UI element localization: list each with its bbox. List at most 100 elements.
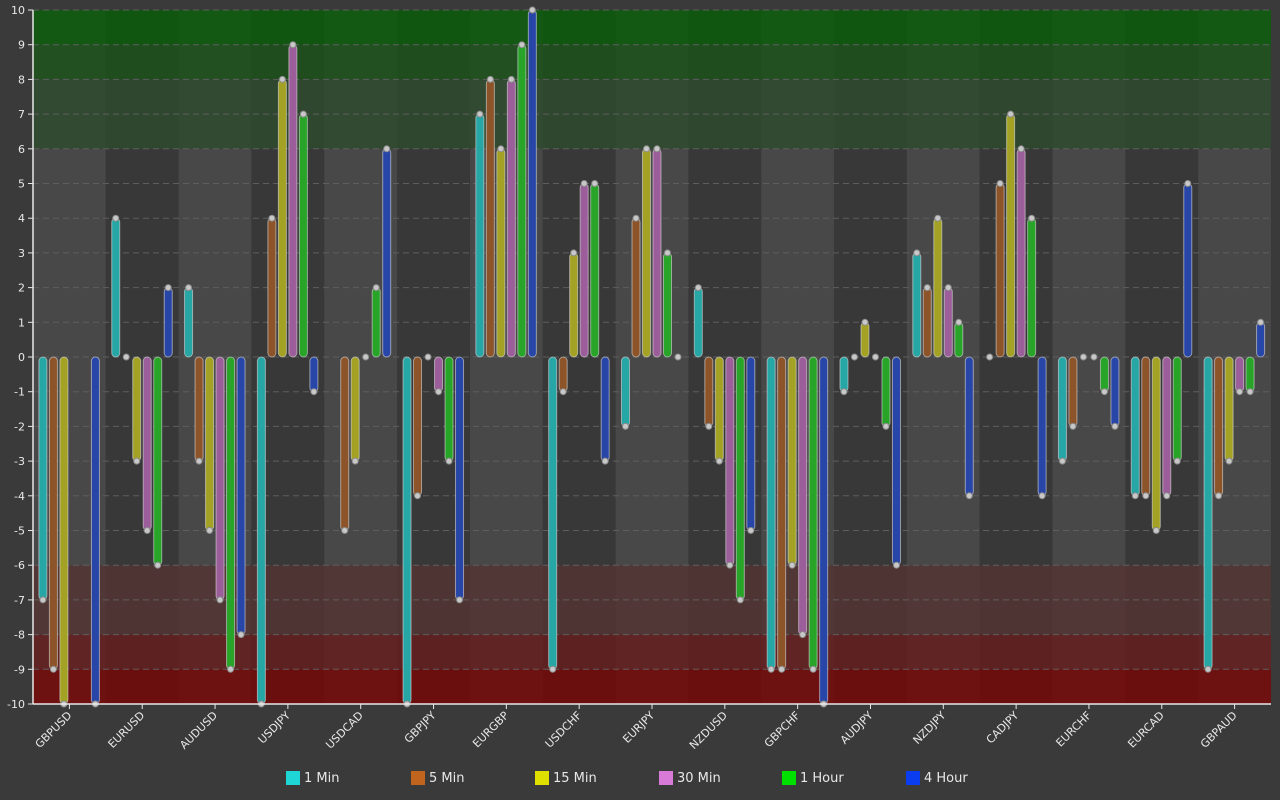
data-point-marker[interactable] (414, 492, 422, 500)
data-point-marker[interactable] (1184, 180, 1192, 187)
data-point-marker[interactable] (497, 145, 505, 153)
data-point-marker[interactable] (1007, 110, 1015, 118)
bar-5-min[interactable] (1214, 356, 1224, 497)
data-point-marker[interactable] (164, 284, 172, 292)
data-point-marker[interactable] (122, 353, 130, 361)
bar-1-hour[interactable] (1027, 217, 1037, 358)
bar-1-min[interactable] (184, 287, 194, 358)
bar-4-hour[interactable] (309, 356, 319, 393)
bar-1-hour[interactable] (1099, 356, 1109, 393)
legend-item-30-min[interactable]: 30 Min (659, 768, 721, 788)
bar-15-min[interactable] (205, 356, 215, 531)
bar-1-hour[interactable] (590, 183, 600, 358)
data-point-marker[interactable] (622, 422, 629, 430)
bar-1-hour[interactable] (735, 356, 745, 601)
bar-1-min[interactable] (912, 252, 922, 358)
bar-4-hour[interactable] (746, 356, 756, 531)
data-point-marker[interactable] (528, 6, 536, 14)
data-point-marker[interactable] (934, 214, 942, 222)
bar-1-min[interactable] (1130, 356, 1140, 497)
bar-1-min[interactable] (402, 356, 412, 705)
bar-4-hour[interactable] (819, 356, 829, 705)
data-point-marker[interactable] (1028, 214, 1036, 222)
legend-item-1-min[interactable]: 1 Min (286, 768, 339, 788)
bar-5-min[interactable] (485, 78, 495, 358)
data-point-marker[interactable] (591, 180, 599, 187)
bar-1-hour[interactable] (881, 356, 891, 427)
bar-1-min[interactable] (475, 113, 485, 358)
data-point-marker[interactable] (206, 527, 214, 534)
data-point-marker[interactable] (299, 110, 307, 118)
bar-4-hour[interactable] (1037, 356, 1047, 497)
bar-15-min[interactable] (569, 252, 579, 358)
data-point-marker[interactable] (549, 665, 557, 673)
data-point-marker[interactable] (715, 457, 723, 465)
bar-15-min[interactable] (714, 356, 724, 462)
data-point-marker[interactable] (143, 527, 151, 534)
legend-item-15-min[interactable]: 15 Min (535, 768, 597, 788)
bar-15-min[interactable] (1151, 356, 1161, 531)
bar-30-min[interactable] (798, 356, 808, 636)
bar-4-hour[interactable] (1110, 356, 1120, 427)
data-point-marker[interactable] (227, 665, 235, 673)
bar-1-min[interactable] (766, 356, 776, 670)
bar-5-min[interactable] (267, 217, 277, 358)
bar-4-hour[interactable] (964, 356, 974, 497)
bar-1-min[interactable] (621, 356, 630, 427)
bar-15-min[interactable] (496, 148, 506, 358)
data-point-marker[interactable] (736, 596, 744, 604)
data-point-marker[interactable] (923, 284, 931, 292)
bar-4-hour[interactable] (236, 356, 246, 636)
bar-1-hour[interactable] (153, 356, 163, 566)
data-point-marker[interactable] (1152, 527, 1160, 534)
data-point-marker[interactable] (664, 249, 671, 257)
data-point-marker[interactable] (216, 596, 224, 604)
data-point-marker[interactable] (1142, 492, 1150, 500)
data-point-marker[interactable] (445, 457, 453, 465)
data-point-marker[interactable] (39, 596, 47, 604)
bar-4-hour[interactable] (90, 356, 100, 705)
bar-4-hour[interactable] (1256, 321, 1266, 358)
data-point-marker[interactable] (1111, 422, 1119, 430)
data-point-marker[interactable] (351, 457, 359, 465)
data-point-marker[interactable] (1257, 318, 1265, 326)
data-point-marker[interactable] (195, 457, 203, 465)
data-point-marker[interactable] (955, 318, 963, 326)
bar-15-min[interactable] (1224, 356, 1234, 462)
data-point-marker[interactable] (986, 353, 994, 361)
bar-15-min[interactable] (59, 356, 69, 705)
data-point-marker[interactable] (1204, 665, 1212, 673)
bar-5-min[interactable] (340, 356, 350, 531)
bar-30-min[interactable] (1235, 356, 1245, 393)
bar-30-min[interactable] (943, 287, 953, 358)
data-point-marker[interactable] (559, 388, 567, 396)
data-point-marker[interactable] (913, 249, 921, 257)
bar-4-hour[interactable] (527, 9, 537, 358)
data-point-marker[interactable] (383, 145, 391, 153)
data-point-marker[interactable] (1246, 388, 1254, 396)
bar-15-min[interactable] (860, 321, 870, 358)
bar-1-min[interactable] (1057, 356, 1067, 462)
bar-15-min[interactable] (132, 356, 142, 462)
bar-1-min[interactable] (548, 356, 558, 670)
data-point-marker[interactable] (278, 75, 286, 83)
data-point-marker[interactable] (1058, 457, 1066, 465)
bar-5-min[interactable] (194, 356, 204, 462)
data-point-marker[interactable] (778, 665, 786, 673)
data-point-marker[interactable] (861, 318, 869, 326)
data-point-marker[interactable] (1131, 492, 1139, 500)
data-point-marker[interactable] (456, 596, 464, 604)
bar-1-hour[interactable] (954, 321, 964, 358)
data-point-marker[interactable] (944, 284, 952, 292)
bar-1-hour[interactable] (1172, 356, 1182, 462)
data-point-marker[interactable] (643, 145, 650, 153)
bar-1-hour[interactable] (226, 356, 236, 670)
bar-5-min[interactable] (1141, 356, 1151, 497)
data-point-marker[interactable] (1079, 353, 1087, 361)
data-point-marker[interactable] (747, 527, 755, 534)
bar-30-min[interactable] (142, 356, 152, 531)
data-point-marker[interactable] (996, 180, 1004, 187)
data-point-marker[interactable] (965, 492, 973, 500)
data-point-marker[interactable] (507, 75, 515, 83)
bar-5-min[interactable] (995, 183, 1005, 358)
